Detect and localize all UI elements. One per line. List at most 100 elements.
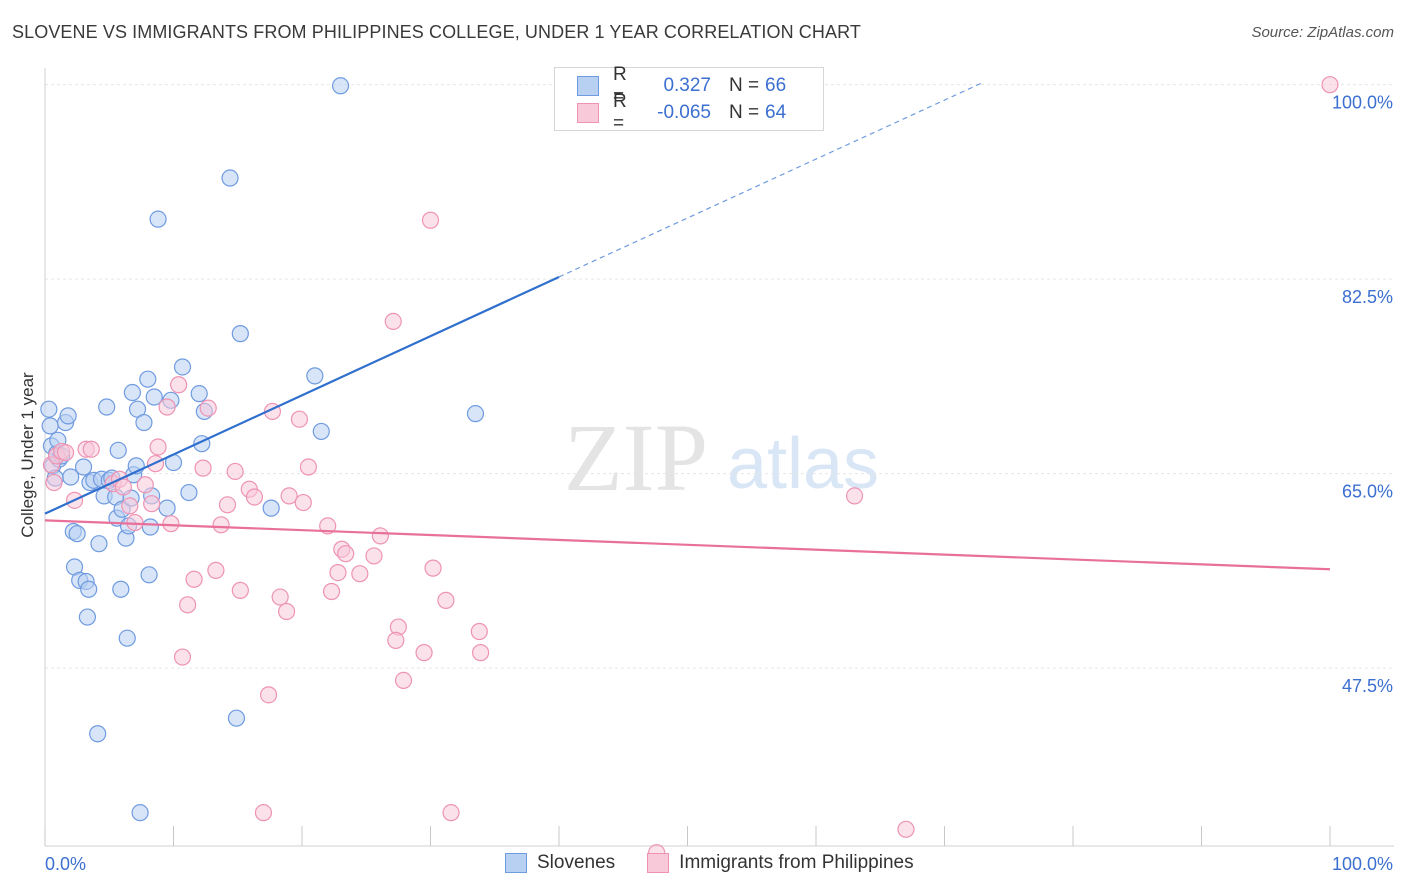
- data-point[interactable]: [98, 398, 116, 416]
- data-point[interactable]: [394, 671, 413, 689]
- data-point[interactable]: [170, 376, 188, 394]
- data-point[interactable]: [114, 478, 132, 496]
- data-point[interactable]: [190, 385, 208, 403]
- data-point[interactable]: [41, 417, 59, 435]
- data-point[interactable]: [140, 566, 158, 584]
- data-point[interactable]: [185, 570, 203, 588]
- data-point[interactable]: [466, 405, 485, 423]
- grid-lines: [45, 84, 1394, 669]
- data-point[interactable]: [173, 358, 192, 376]
- data-point[interactable]: [45, 473, 63, 492]
- data-point[interactable]: [384, 312, 402, 331]
- chart-title: SLOVENE VS IMMIGRANTS FROM PHILIPPINES C…: [12, 22, 861, 42]
- data-point[interactable]: [141, 518, 159, 536]
- data-point[interactable]: [1321, 76, 1339, 94]
- data-point[interactable]: [123, 383, 141, 402]
- data-point[interactable]: [442, 804, 460, 822]
- data-point[interactable]: [158, 499, 176, 517]
- data-point[interactable]: [90, 535, 108, 553]
- data-point[interactable]: [470, 622, 488, 641]
- slovenes-points: [40, 77, 485, 822]
- data-point[interactable]: [199, 399, 217, 417]
- data-point[interactable]: [173, 648, 192, 666]
- data-point[interactable]: [231, 581, 249, 599]
- series-legend: Slovenes Immigrants from Philippines: [505, 852, 946, 874]
- data-point[interactable]: [299, 458, 318, 476]
- data-point[interactable]: [415, 644, 433, 662]
- data-point[interactable]: [158, 398, 176, 416]
- data-point[interactable]: [109, 441, 127, 459]
- data-point[interactable]: [135, 413, 153, 432]
- data-point[interactable]: [149, 210, 167, 228]
- data-point[interactable]: [245, 488, 264, 506]
- data-point[interactable]: [78, 608, 97, 626]
- data-point[interactable]: [118, 629, 136, 647]
- data-point[interactable]: [149, 438, 167, 456]
- source-label: Source: ZipAtlas.com: [1251, 24, 1394, 41]
- data-point[interactable]: [89, 725, 107, 743]
- data-point[interactable]: [329, 563, 347, 582]
- data-point[interactable]: [194, 459, 212, 477]
- legend-swatch-slovenes: [505, 853, 527, 873]
- data-point[interactable]: [212, 516, 230, 534]
- data-point[interactable]: [59, 407, 77, 425]
- data-point[interactable]: [207, 561, 225, 579]
- data-point[interactable]: [290, 410, 309, 428]
- data-point[interactable]: [472, 644, 490, 662]
- y-tick-label: 47.5%: [1342, 676, 1393, 696]
- y-axis-label: College, Under 1 year: [18, 372, 37, 538]
- data-point[interactable]: [180, 483, 198, 502]
- data-point[interactable]: [306, 367, 324, 385]
- data-point[interactable]: [365, 547, 383, 565]
- data-point[interactable]: [226, 462, 244, 481]
- data-point[interactable]: [68, 525, 86, 543]
- data-point[interactable]: [40, 400, 58, 418]
- data-point[interactable]: [351, 565, 369, 583]
- data-point[interactable]: [82, 440, 100, 458]
- data-point[interactable]: [136, 476, 154, 494]
- data-point[interactable]: [277, 602, 296, 621]
- data-point[interactable]: [331, 77, 350, 95]
- data-point[interactable]: [231, 325, 249, 343]
- data-point[interactable]: [80, 580, 98, 598]
- data-point[interactable]: [254, 804, 273, 822]
- axes: [44, 68, 1394, 847]
- data-point[interactable]: [322, 582, 341, 601]
- data-point[interactable]: [162, 515, 180, 533]
- data-point[interactable]: [337, 545, 355, 563]
- data-point[interactable]: [131, 804, 149, 822]
- data-point[interactable]: [221, 169, 239, 187]
- legend-swatch-philippines: [647, 853, 670, 873]
- data-point[interactable]: [262, 499, 280, 517]
- data-point[interactable]: [387, 631, 405, 649]
- data-point[interactable]: [56, 443, 75, 462]
- data-point[interactable]: [424, 559, 442, 577]
- data-point[interactable]: [371, 527, 389, 545]
- y-tick-label: 100.0%: [1332, 93, 1393, 113]
- legend-item-philippines[interactable]: Immigrants from Philippines: [647, 852, 914, 874]
- data-point[interactable]: [437, 591, 455, 609]
- data-point[interactable]: [139, 370, 157, 388]
- data-point[interactable]: [145, 388, 163, 406]
- legend-item-slovenes[interactable]: Slovenes: [505, 852, 615, 874]
- n-label: N =: [729, 75, 760, 96]
- data-point[interactable]: [179, 596, 197, 614]
- data-point[interactable]: [227, 709, 246, 727]
- data-point[interactable]: [421, 211, 440, 229]
- data-point[interactable]: [259, 686, 278, 704]
- watermark: ZIP atlas: [564, 404, 879, 511]
- data-point[interactable]: [897, 820, 915, 838]
- data-point[interactable]: [845, 487, 864, 505]
- data-point[interactable]: [121, 497, 139, 515]
- data-point[interactable]: [218, 496, 237, 514]
- data-point[interactable]: [280, 487, 298, 505]
- data-point[interactable]: [271, 588, 289, 606]
- data-point[interactable]: [312, 422, 330, 441]
- data-point[interactable]: [143, 495, 161, 513]
- data-point[interactable]: [74, 458, 93, 476]
- n-value: 66: [765, 75, 787, 96]
- data-point[interactable]: [294, 493, 312, 512]
- data-point[interactable]: [62, 468, 80, 486]
- slovenes-trend-line: [44, 275, 560, 515]
- data-point[interactable]: [112, 580, 130, 598]
